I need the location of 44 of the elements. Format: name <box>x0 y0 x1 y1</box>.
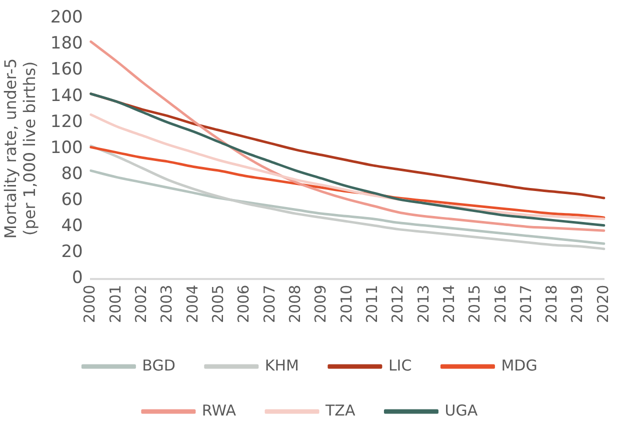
y-tick-label: 60 <box>61 190 83 210</box>
x-tick-label: 2003 <box>158 284 176 324</box>
legend-label: UGA <box>444 401 478 420</box>
x-tick-label: 2020 <box>594 284 612 324</box>
x-tick-label: 2012 <box>388 284 407 324</box>
y-tick-label: 100 <box>50 138 83 158</box>
line-series <box>90 40 606 232</box>
legend-label: TZA <box>324 401 356 420</box>
y-tick-label: 200 <box>50 8 83 28</box>
y-axis-title: Mortality rate, under-5 (per 1,000 live births) <box>0 58 39 239</box>
y-tick-label: 80 <box>61 164 83 184</box>
x-tick-label: 2008 <box>286 284 304 324</box>
line-series <box>90 92 606 227</box>
x-tick-label: 2010 <box>337 284 356 324</box>
x-tick-label: 2005 <box>209 284 228 324</box>
x-tick-label: 2013 <box>414 284 432 324</box>
x-tick-label: 2006 <box>234 284 253 324</box>
x-tick-label: 2016 <box>491 284 510 324</box>
x-tick-label: 2014 <box>440 284 458 324</box>
y-tick-label: 120 <box>50 112 83 132</box>
line-series <box>90 169 606 245</box>
x-tick-label: 2018 <box>542 284 561 324</box>
x-tick-label: 2019 <box>568 284 586 324</box>
legend-label: RWA <box>202 401 237 420</box>
x-tick-label: 2015 <box>466 284 484 324</box>
x-tick-label: 2017 <box>516 284 535 324</box>
x-tick-label: 2007 <box>260 284 278 324</box>
y-tick-label: 0 <box>72 268 83 288</box>
x-tick-label: 2000 <box>80 284 99 324</box>
legend-label: BGD <box>142 356 176 374</box>
x-tick-label: 2011 <box>362 284 381 324</box>
x-tick-label: 2004 <box>183 284 202 324</box>
y-tick-label: 40 <box>61 216 83 236</box>
x-tick-label: 2002 <box>132 284 150 324</box>
y-tick-label: 140 <box>50 86 83 106</box>
x-tick-label: 2001 <box>106 284 124 324</box>
legend-label: MDG <box>501 356 538 374</box>
legend-label: KHM <box>264 356 299 374</box>
y-tick-label: 20 <box>61 242 83 262</box>
line-series <box>90 144 606 250</box>
y-tick-label: 160 <box>50 60 83 80</box>
y-tick-label: 180 <box>50 34 83 54</box>
legend-label: LIC <box>388 356 412 374</box>
x-tick-label: 2009 <box>312 284 330 324</box>
